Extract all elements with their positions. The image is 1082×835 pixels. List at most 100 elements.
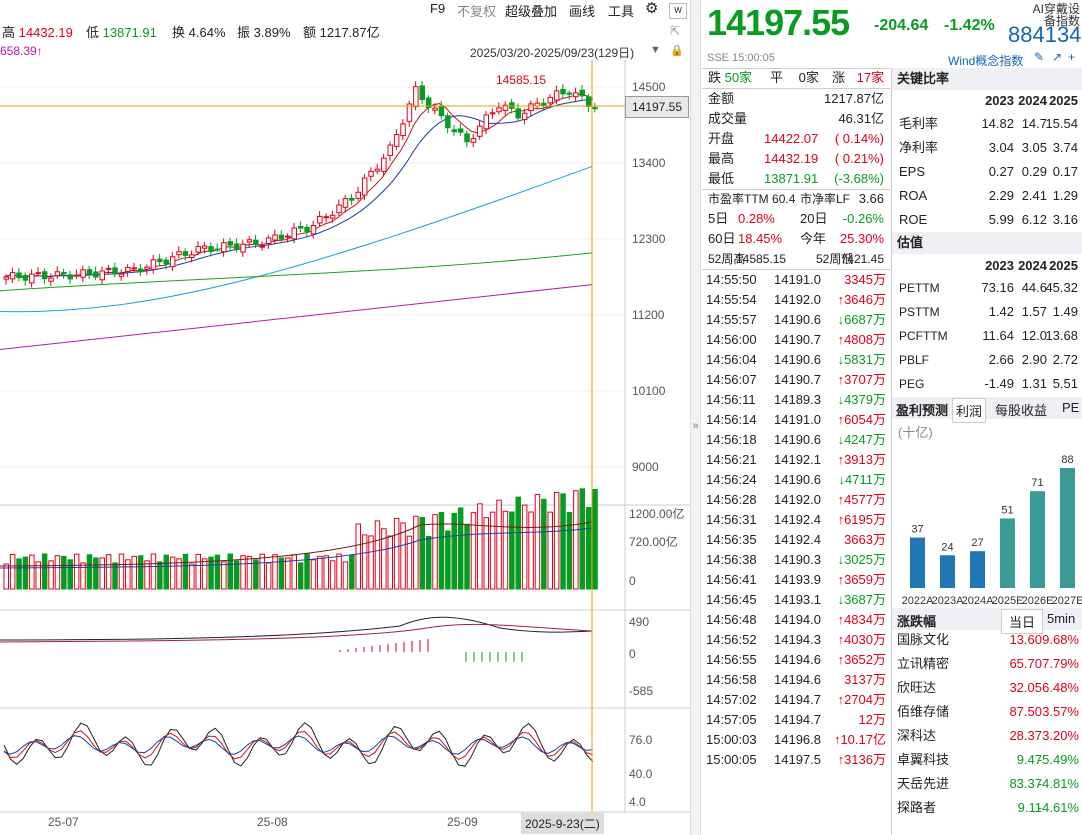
tab-today[interactable]: 当日 bbox=[1001, 609, 1044, 634]
candle bbox=[425, 97, 432, 109]
tab-forecast[interactable]: 盈利预测 bbox=[896, 403, 949, 418]
rank-row[interactable]: 国脉文化 13.60 9.68% bbox=[897, 632, 1079, 647]
volume-bar bbox=[349, 554, 355, 590]
candle bbox=[413, 86, 419, 107]
volume-bar bbox=[553, 491, 560, 590]
rank-row[interactable]: 深科达 28.37 3.20% bbox=[897, 728, 1079, 743]
price-tag: 14197.55 bbox=[625, 96, 689, 118]
candle bbox=[176, 251, 182, 256]
volume-bar bbox=[406, 535, 413, 590]
popout-icon[interactable]: ⇱ bbox=[670, 24, 681, 38]
key-ratios-header[interactable]: 关键比率 bbox=[892, 68, 1082, 90]
panel-splitter[interactable] bbox=[690, 0, 701, 835]
tab-eps[interactable]: 每股收益 bbox=[995, 403, 1048, 418]
edit-icon[interactable]: ✎ bbox=[1034, 50, 1045, 64]
volume-bar bbox=[80, 562, 86, 590]
volume-bar bbox=[169, 556, 176, 590]
candle bbox=[451, 129, 457, 133]
candle bbox=[496, 107, 502, 113]
moving-average-line bbox=[3, 98, 593, 278]
volume-bar bbox=[592, 489, 598, 590]
candle bbox=[99, 270, 105, 281]
candle bbox=[419, 85, 425, 101]
concept-link[interactable]: Wind概念指数 bbox=[948, 54, 1024, 68]
volume-bar bbox=[150, 553, 157, 590]
volume-bar bbox=[585, 506, 592, 590]
rank-row[interactable]: 天岳先进 83.37 -4.81% bbox=[897, 776, 1079, 791]
volume-bar bbox=[48, 560, 54, 590]
draw-button[interactable]: 画线 bbox=[569, 4, 596, 19]
volume-bar bbox=[22, 556, 29, 590]
candle bbox=[445, 115, 451, 129]
range-dropdown-icon[interactable]: ▼ bbox=[650, 44, 661, 56]
market-code: SSE 15:00:05 bbox=[707, 52, 775, 64]
tab-profit[interactable]: 利润 bbox=[952, 398, 987, 423]
volume-bar bbox=[566, 511, 573, 590]
f9-button[interactable]: F9 bbox=[430, 1, 446, 16]
wps-icon[interactable]: W bbox=[669, 3, 687, 19]
x-tick: 25-08 bbox=[257, 815, 288, 829]
volume-bar bbox=[541, 498, 547, 590]
candle bbox=[579, 89, 585, 97]
rank-row[interactable]: 立讯精密 65.70 7.79% bbox=[897, 656, 1079, 671]
volume-bar bbox=[93, 557, 99, 590]
volume-bar bbox=[547, 511, 553, 590]
volume-bar bbox=[509, 511, 515, 590]
tick-row: 14:56:14 14191.0 ↑6054万 bbox=[706, 412, 886, 427]
forecast-value: 24 bbox=[941, 541, 953, 553]
valuation-row: PCFTTM 11.64 12.0 13.68 bbox=[899, 328, 1078, 343]
stat-turnover: 换 4.64% bbox=[172, 25, 226, 40]
cursor-date: 2025-9-23(二) bbox=[521, 813, 604, 834]
tick-row: 15:00:05 14197.5 ↑3136万 bbox=[706, 752, 886, 767]
tick-row: 14:56:45 14193.1 ↓3687万 bbox=[706, 592, 886, 607]
y-tick-price: 9000 bbox=[632, 460, 659, 474]
volume-bar bbox=[137, 555, 144, 590]
pe-pb-row: 市盈率TTM 60.4 市净率LF 3.66 bbox=[708, 191, 884, 206]
volume-bar bbox=[470, 512, 477, 590]
candle bbox=[285, 235, 291, 238]
collapse-arrow-icon[interactable]: » bbox=[692, 420, 699, 432]
y-tick-price: 14500 bbox=[632, 80, 666, 94]
tools-button[interactable]: 工具 bbox=[608, 4, 635, 19]
forecast-bar bbox=[1000, 518, 1015, 588]
unadjusted-button[interactable]: 不复权 bbox=[457, 4, 497, 19]
lock-icon[interactable]: 🔒 bbox=[670, 45, 684, 57]
tick-row: 14:56:38 14190.3 ↓3025万 bbox=[706, 552, 886, 567]
forecast-tabs: 盈利预测 利润 每股收益 PE bbox=[892, 397, 1082, 423]
rank-row[interactable]: 卓翼科技 9.47 -5.49% bbox=[897, 752, 1079, 767]
candle bbox=[195, 246, 201, 253]
settings-icon[interactable]: ⚙ bbox=[645, 0, 659, 17]
week52-row: 52周高 14585.15 52周低 7421.45 bbox=[708, 252, 884, 266]
valuation-header[interactable]: 估值 bbox=[892, 232, 1082, 254]
high-row: 最高 14432.19( 0.21%) bbox=[708, 151, 884, 166]
candle bbox=[560, 88, 566, 95]
add-icon[interactable]: + bbox=[1068, 50, 1076, 64]
volume-bar bbox=[182, 553, 189, 590]
rank-row[interactable]: 欣旺达 32.05 6.48% bbox=[897, 680, 1079, 695]
forecast-label: 2025E bbox=[992, 595, 1024, 607]
rank-row[interactable]: 佰维存储 87.50 3.57% bbox=[897, 704, 1079, 719]
candle bbox=[457, 128, 464, 133]
years-header: 2023 2024 2025 bbox=[985, 93, 1078, 108]
candle bbox=[317, 215, 323, 224]
tab-5min[interactable]: 5min bbox=[1047, 611, 1076, 626]
tick-row: 14:56:04 14190.6 ↓5831万 bbox=[706, 352, 886, 367]
candle bbox=[464, 133, 470, 143]
candle bbox=[406, 103, 413, 122]
tick-row: 14:56:00 14190.7 ↑4808万 bbox=[706, 332, 886, 347]
volume-bar bbox=[310, 559, 317, 590]
candle bbox=[221, 242, 227, 253]
index-name: AI穿戴设备指数 bbox=[1032, 2, 1080, 28]
volume-bar bbox=[16, 558, 22, 590]
kline-chart[interactable] bbox=[0, 0, 690, 835]
overlay-button[interactable]: 超级叠加 bbox=[505, 4, 558, 19]
low-row: 最低 13871.91 (-3.68%) bbox=[708, 171, 884, 186]
share-icon[interactable]: ↗ bbox=[1052, 50, 1063, 64]
volume-bar bbox=[579, 488, 585, 590]
volume-bar bbox=[201, 558, 208, 590]
left-cut-value: 658.39↑ bbox=[0, 44, 43, 58]
volume-bar bbox=[381, 528, 387, 590]
candle bbox=[189, 254, 195, 258]
tab-pe[interactable]: PE bbox=[1062, 400, 1080, 415]
rank-row[interactable]: 探路者 9.11 -4.61% bbox=[897, 800, 1079, 815]
